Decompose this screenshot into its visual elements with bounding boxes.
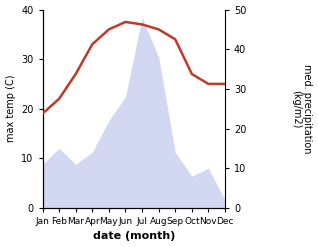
Y-axis label: med. precipitation
(kg/m2): med. precipitation (kg/m2) <box>291 64 313 153</box>
Y-axis label: max temp (C): max temp (C) <box>5 75 16 143</box>
X-axis label: date (month): date (month) <box>93 231 175 242</box>
